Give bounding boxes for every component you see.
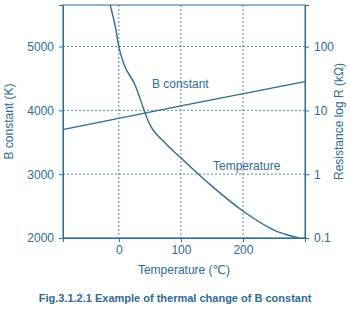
axis-line <box>59 6 64 239</box>
tick: 4000 <box>27 104 63 118</box>
tick-mark <box>181 238 182 242</box>
grid-line <box>63 174 305 175</box>
tick-label: 100 <box>171 243 191 257</box>
axis-line <box>64 239 306 243</box>
tick-mark <box>305 238 309 239</box>
tick-label: 0 <box>116 243 123 257</box>
tick-mark <box>305 174 309 175</box>
tick: 0.1 <box>305 231 331 245</box>
tick: 0 <box>116 238 123 257</box>
grid-line <box>180 5 181 238</box>
tick-mark <box>59 110 63 111</box>
tick: 2000 <box>27 231 63 245</box>
plot-frame <box>63 5 305 238</box>
x-axis-title: Temperature (℃) <box>138 263 230 277</box>
y-axis: 2000 3000 4000 5000 <box>27 6 63 246</box>
tick-label: 200 <box>233 243 253 257</box>
tick-mark <box>305 110 309 111</box>
tick-mark <box>59 174 63 175</box>
grid-line <box>118 5 119 238</box>
tick-label: 5000 <box>27 40 54 54</box>
tick: 200 <box>233 238 253 257</box>
tick-label: 3000 <box>27 168 54 182</box>
tick-label: 1 <box>314 168 321 182</box>
tick: 100 <box>171 238 191 257</box>
y-axis-title: B constant (K) <box>2 83 16 159</box>
grid <box>63 5 305 238</box>
tick-mark <box>59 46 63 47</box>
tick: 5000 <box>27 40 63 54</box>
y2-axis-title: Resistance log R (kΩ) <box>332 63 346 180</box>
tick-label: 10 <box>314 104 328 118</box>
series-label: Temperature <box>213 159 281 173</box>
axis-line <box>306 6 310 239</box>
x-axis: 0 100 200 <box>64 238 306 257</box>
tick-label: 2000 <box>27 231 54 245</box>
tick-label: 4000 <box>27 104 54 118</box>
tick: 10 <box>305 104 328 118</box>
y2-axis: 0.1 1 10 100 <box>305 6 334 246</box>
tick-mark <box>119 238 120 242</box>
tick: 1 <box>305 168 321 182</box>
tick-mark <box>305 47 309 48</box>
tick: 100 <box>305 40 334 54</box>
grid-line <box>242 5 243 238</box>
tick: 3000 <box>27 168 63 182</box>
tick-mark <box>59 238 63 239</box>
tick-label: 100 <box>314 40 334 54</box>
grid-line <box>63 46 305 47</box>
tick-label: 0.1 <box>314 231 331 245</box>
plot-area <box>63 5 305 238</box>
series-line <box>110 5 299 238</box>
grid-line <box>63 110 305 111</box>
chart-title: Fig.3.1.2.1 Example of thermal change of… <box>39 292 312 304</box>
tick-mark <box>243 238 244 242</box>
series-label: B constant <box>152 77 209 91</box>
chart: 0 100 200 2000 3000 4000 5000 0.1 1 10 100 B consta… <box>0 0 350 312</box>
